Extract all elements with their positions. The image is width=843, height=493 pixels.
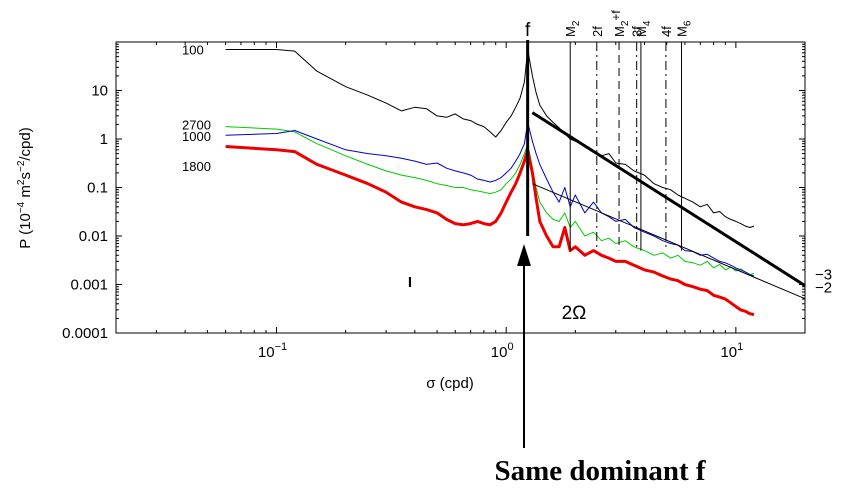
x-tick-label-2: 101 — [720, 341, 743, 361]
series-line-100 — [225, 49, 755, 228]
tidal-label-1: 2f — [590, 26, 605, 37]
two-omega-label: 2Ω — [562, 303, 587, 324]
series-line-1800 — [225, 145, 755, 317]
x-axis-label: σ (cpd) — [426, 375, 474, 392]
error-bar-symbol: I — [408, 274, 412, 291]
y-tick-label-3: 0.01 — [79, 228, 108, 245]
x-tick-label-0: 10−1 — [258, 341, 287, 361]
y-tick-label-0: 10 — [91, 83, 108, 100]
x-tick-label-1: 100 — [491, 341, 514, 361]
tidal-label-5: 4f — [659, 26, 674, 37]
y-tick-label-2: 0.1 — [87, 180, 108, 197]
y-tick-label-1: 1 — [100, 131, 108, 148]
y-axis-label: P (10−4 m2s−2/cpd) — [16, 127, 34, 249]
series-group — [225, 49, 755, 317]
tidal-label-0: M2 — [563, 20, 582, 37]
tidal-label-6: M6 — [675, 20, 694, 37]
y-tick-label-4: 0.001 — [70, 277, 108, 294]
slope-label-1: −2 — [815, 280, 832, 297]
y-tick-label-5: 0.0001 — [62, 325, 108, 342]
caption-same-dominant-f: Same dominant f — [494, 455, 705, 487]
tidal-label-2: M2+f — [609, 10, 631, 37]
depth-label-1000: 1000 — [182, 129, 211, 144]
f-arrow-head — [517, 244, 531, 266]
f-marker-label: f — [525, 20, 531, 41]
slope-line-1 — [532, 183, 806, 300]
depth-label-2700: 2700 — [182, 117, 211, 132]
slope-line-0 — [531, 111, 806, 287]
depth-label-1800: 1800 — [182, 159, 211, 174]
tidal-label-4: M4 — [634, 20, 653, 37]
tidal-label-3: 3f — [630, 26, 645, 37]
slope-label-0: −3 — [815, 267, 832, 284]
series-line-2700 — [225, 126, 755, 276]
depth-label-100: 100 — [182, 43, 204, 58]
